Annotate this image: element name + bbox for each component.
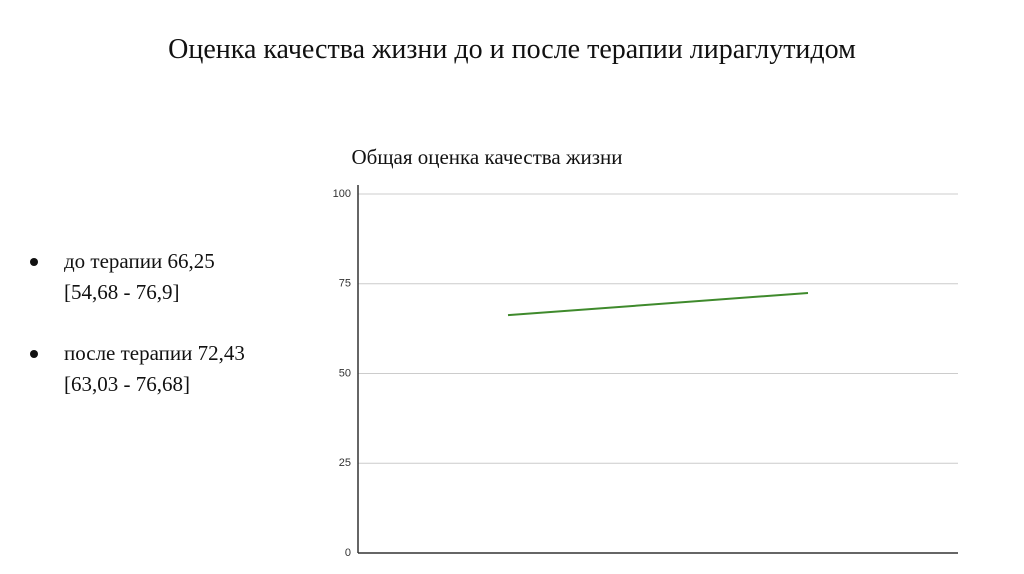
bullet-text: до терапии 66,25 [64,249,215,273]
y-tick-label: 0 [345,547,351,559]
data-line [507,291,809,317]
bullet-dot [30,258,38,266]
slide-title: Оценка качества жизни до и после терапии… [168,34,856,65]
chart-title: Общая оценка качества жизни [351,145,622,169]
y-tick-label: 50 [339,367,351,379]
y-tick-label: 100 [333,188,351,200]
bullet-text: после терапии 72,43 [64,341,245,365]
bullet-dot [30,350,38,358]
y-tick-label: 25 [339,457,351,469]
bullet-text: [54,68 - 76,9] [64,280,179,304]
y-tick-label: 75 [339,278,351,290]
bullet-text: [63,03 - 76,68] [64,372,190,396]
